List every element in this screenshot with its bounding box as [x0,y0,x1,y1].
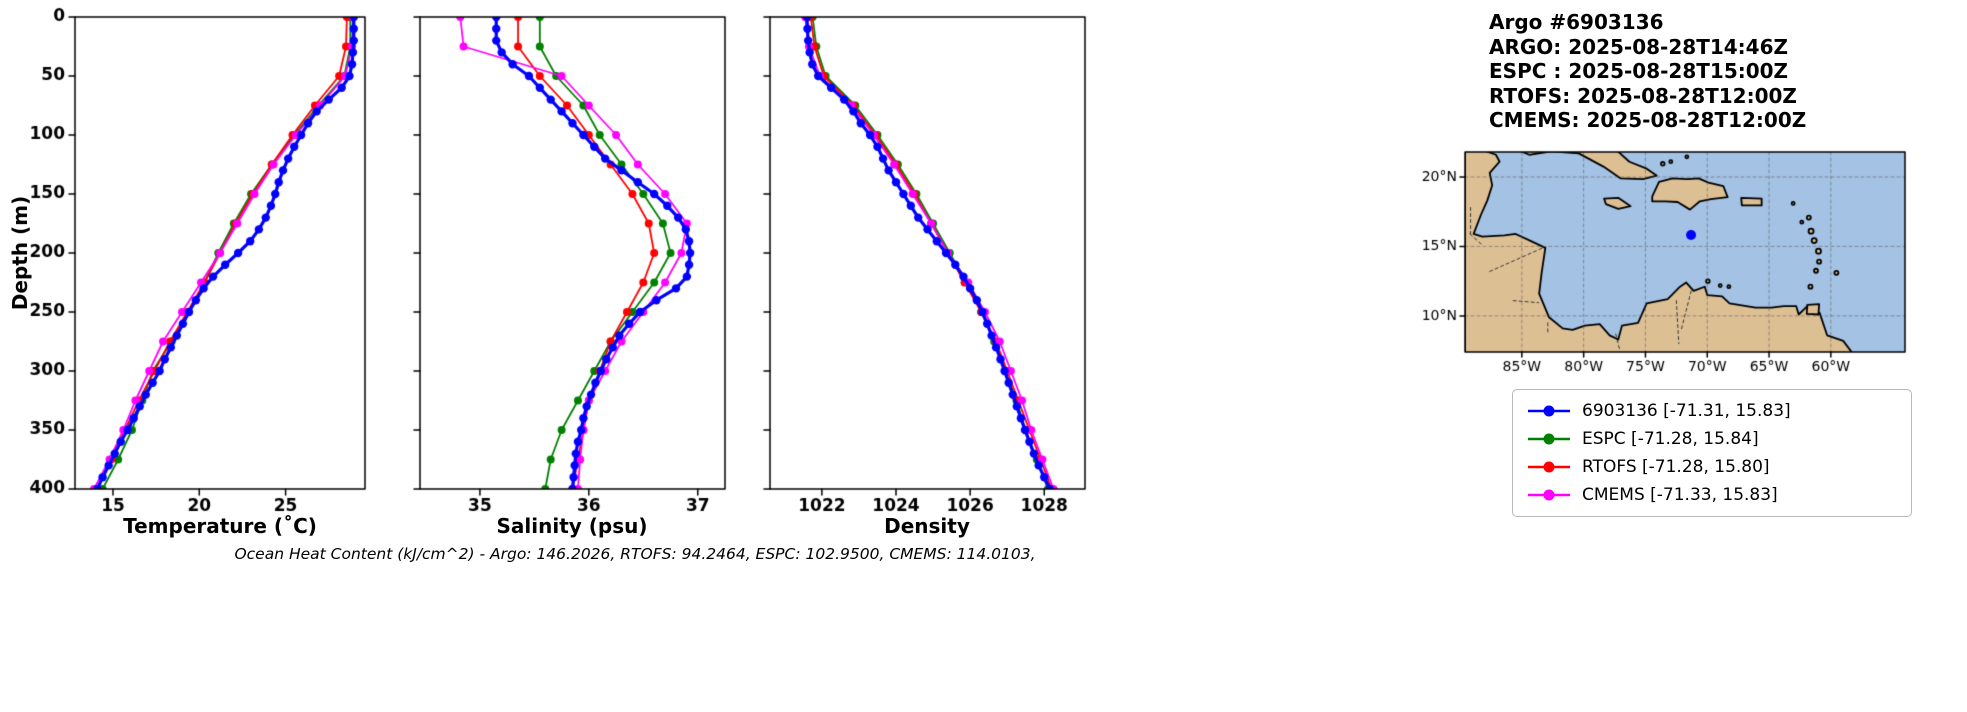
density-axis-label: Density [884,514,970,538]
espc-timestamp: ESPC : 2025-08-28T15:00Z [1489,59,1789,83]
legend-item-espc: ESPC [-71.28, 15.84] [1526,429,1898,449]
salinity-axis-label: Salinity (psu) [496,514,648,538]
legend-item-rtofs: RTOFS [-71.28, 15.80] [1526,457,1898,477]
legend-label-rtofs: RTOFS [-71.28, 15.80] [1582,457,1770,477]
legend-item-argo: 6903136 [-71.31, 15.83] [1526,401,1898,421]
legend-label-espc: ESPC [-71.28, 15.84] [1582,429,1759,449]
float-title: Argo #6903136 [1489,10,1664,34]
depth-axis-label: Depth (m) [8,195,32,311]
legend-line-marker-icon [1528,433,1570,445]
rtofs-timestamp: RTOFS: 2025-08-28T12:00Z [1489,83,1797,108]
legend: 6903136 [-71.31, 15.83] ESPC [-71.28, 15… [1512,389,1912,517]
legend-line-marker-icon [1528,461,1570,473]
legend-label-argo: 6903136 [-71.31, 15.83] [1582,401,1791,421]
ocean-heat-content-note: Ocean Heat Content (kJ/cm^2) - Argo: 146… [234,545,1036,563]
temperature-axis-label: Temperature (˚C) [123,514,317,538]
float-info-block: Argo #6903136 ARGO: 2025-08-28T14:46Z ES… [1489,10,1806,133]
legend-label-cmems: CMEMS [-71.33, 15.83] [1582,485,1778,505]
cmems-timestamp: CMEMS: 2025-08-28T12:00Z [1489,108,1807,132]
legend-line-marker-icon [1528,405,1570,417]
legend-item-cmems: CMEMS [-71.33, 15.83] [1526,485,1898,505]
legend-line-marker-icon [1528,489,1570,501]
argo-timestamp: ARGO: 2025-08-28T14:46Z [1489,34,1788,59]
